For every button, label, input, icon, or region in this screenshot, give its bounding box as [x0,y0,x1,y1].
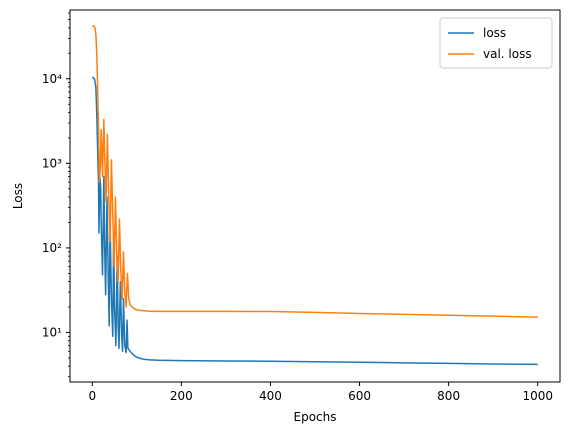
x-axis-label: Epochs [294,410,337,424]
legend-box [439,17,553,69]
series-line-loss [91,76,538,366]
y-tick-label: 10¹ [42,326,62,340]
legend-label: val. loss [483,47,532,61]
x-axis: 0 200 400 600 800 1000 [88,382,553,403]
x-tick-label: 1000 [522,389,553,403]
y-axis: 10¹ 10² 10³ 10⁴ [42,12,70,378]
x-tick-label: 800 [437,389,460,403]
x-tick-label: 400 [259,389,282,403]
x-tick-label: 200 [170,389,193,403]
series-line-val-loss [92,25,538,318]
legend: loss val. loss [439,17,553,69]
y-tick-label: 10⁴ [42,72,62,86]
y-tick-label: 10³ [42,156,62,170]
y-tick-label: 10² [42,241,62,255]
y-axis-label: Loss [11,183,25,209]
x-tick-label: 600 [348,389,371,403]
legend-label: loss [483,26,506,40]
plot-frame [69,9,561,383]
x-tick-label: 0 [88,389,96,403]
plot-area [91,25,538,366]
